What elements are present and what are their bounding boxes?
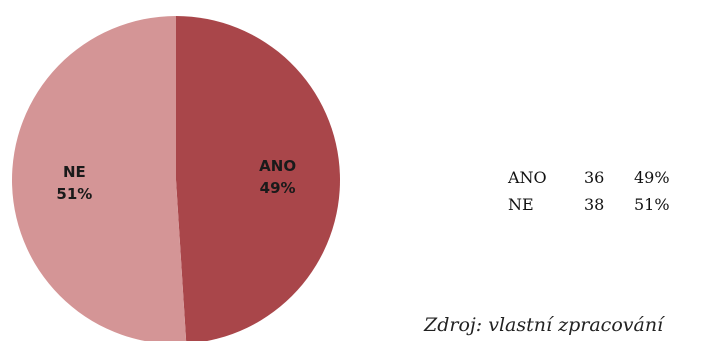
table-cell-count: 36 [584, 168, 605, 187]
source-note: Zdroj: vlastní zpracování [424, 314, 664, 336]
slice-label-name: ANO [259, 157, 296, 175]
table-cell-percent: 49% [634, 168, 670, 187]
slice-label-ano: ANO 49% [259, 157, 296, 197]
slice-label-name: NE [63, 163, 86, 181]
stats-table: ANO 36 49% NE 38 51% [508, 164, 674, 218]
table-cell-count: 38 [584, 195, 605, 214]
table-row: ANO 36 49% [508, 164, 674, 191]
table-cell-category: NE [508, 195, 534, 214]
slice-label-percent: 51% [56, 185, 92, 203]
slice-label-ne: NE 51% [56, 163, 92, 203]
slice-label-percent: 49% [260, 179, 296, 197]
table-cell-category: ANO [508, 168, 547, 187]
table-cell-percent: 51% [634, 195, 670, 214]
pie-slice-ne [12, 16, 187, 341]
table-row: NE 38 51% [508, 191, 674, 218]
pie-slice-ano [176, 16, 340, 341]
